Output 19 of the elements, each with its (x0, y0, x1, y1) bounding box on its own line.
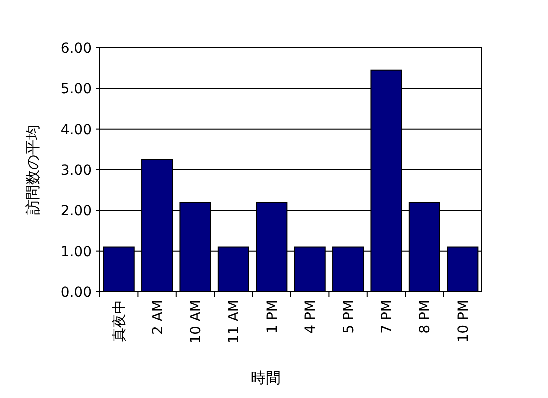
x-tick-label: 11 AM (226, 300, 243, 344)
x-axis-title: 時間 (251, 369, 281, 387)
y-tick-label: 2.00 (60, 204, 92, 220)
x-tick-label: 10 AM (188, 300, 204, 344)
y-tick-label: 4.00 (60, 122, 92, 138)
x-tick-label: 4 PM (303, 300, 320, 334)
x-tick-label: 2 AM (150, 300, 166, 336)
x-tick-label: 8 PM (418, 300, 434, 334)
x-tick-label: 1 PM (264, 300, 281, 334)
x-tick-label: 5 PM (341, 300, 358, 334)
y-axis-title: 訪問数の平均 (24, 125, 42, 215)
y-tick-label: 3.00 (60, 163, 92, 179)
y-tick-label: 5.00 (60, 82, 92, 98)
y-tick-label: 0.00 (60, 285, 92, 301)
x-tick-label: 真夜中 (112, 300, 128, 342)
x-tick-label: 7 PM (380, 300, 396, 334)
x-tick-label: 10 PM (456, 300, 472, 343)
y-tick-label: 1.00 (60, 244, 92, 260)
y-tick-label: 6.00 (60, 41, 92, 57)
